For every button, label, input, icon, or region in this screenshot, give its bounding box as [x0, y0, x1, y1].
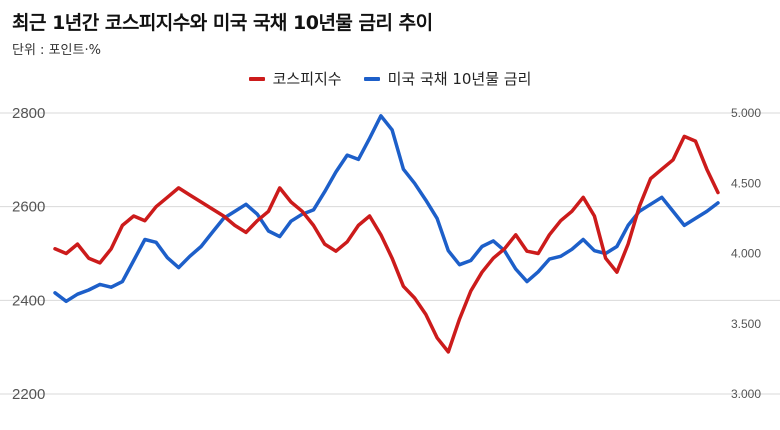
left-tick-label: 2200 [12, 386, 45, 403]
legend-label-kospi: 코스피지수 [272, 70, 342, 88]
series-line-treasury [53, 114, 720, 304]
legend-label-treasury: 미국 국채 10년물 금리 [387, 70, 532, 88]
chart-subtitle: 단위 : 포인트·% [12, 43, 101, 58]
legend-item-kospi[interactable]: 코스피지수 [248, 68, 342, 89]
right-axis-ticks: 5.000 4.500 4.000 3.500 3.000 [731, 106, 761, 401]
chart-title: 최근 1년간 코스피지수와 미국 국채 10년물 금리 추이 [12, 12, 433, 34]
left-tick-label: 2800 [12, 105, 45, 122]
legend-item-treasury[interactable]: 미국 국채 10년물 금리 [363, 68, 532, 89]
legend-swatch-kospi [248, 76, 265, 81]
left-tick-label: 2600 [12, 199, 45, 216]
right-tick-label: 3.000 [731, 387, 761, 401]
left-tick-label: 2400 [12, 292, 45, 309]
right-tick-label: 4.500 [731, 176, 761, 190]
legend-swatch-treasury [363, 76, 380, 81]
right-tick-label: 3.500 [731, 317, 761, 331]
left-axis-ticks: 2800 2600 2400 2200 [12, 105, 45, 403]
chart-legend: 코스피지수 미국 국채 10년물 금리 [0, 68, 780, 89]
right-tick-label: 4.000 [731, 247, 761, 261]
right-tick-label: 5.000 [731, 106, 761, 120]
series-line-kospi [53, 134, 720, 354]
